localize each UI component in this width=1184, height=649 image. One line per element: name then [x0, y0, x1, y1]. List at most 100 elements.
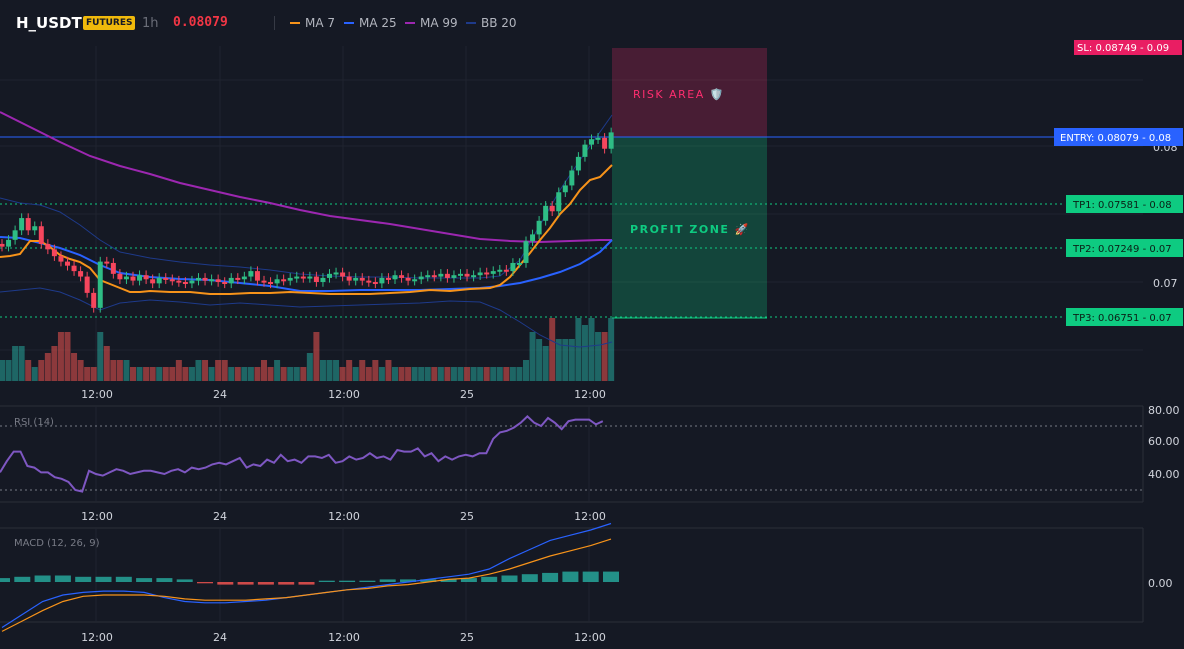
candle-body — [248, 271, 254, 277]
time-axis-label: 12:00 — [81, 510, 113, 523]
volume-bar — [188, 367, 195, 381]
legend-bb20-swatch — [466, 22, 476, 24]
time-axis-label: 12:00 — [328, 388, 360, 401]
volume-bar — [333, 360, 340, 381]
candle-body — [182, 282, 188, 284]
candle-body — [12, 230, 18, 240]
volume-bar — [44, 353, 51, 381]
volume-bar — [601, 332, 608, 381]
volume-bar — [405, 367, 412, 381]
candle-body — [300, 276, 306, 279]
volume-bar — [536, 339, 543, 381]
candle-body — [510, 262, 516, 272]
legend-bb20[interactable]: BB 20 — [466, 16, 517, 30]
volume-bar — [483, 367, 490, 381]
candle-body — [110, 262, 116, 274]
legend-ma99[interactable]: MA 99 — [405, 16, 458, 30]
macd-histogram-bar — [136, 578, 153, 582]
candle-body — [490, 271, 496, 274]
time-axis-label: 12:00 — [81, 631, 113, 644]
volume-bar — [5, 360, 12, 381]
interval-label[interactable]: 1h — [142, 16, 159, 31]
volume-bar — [464, 367, 471, 381]
candle-body — [379, 277, 385, 284]
candle-body — [556, 192, 562, 212]
macd-histogram-bar — [156, 578, 173, 582]
candles[interactable] — [0, 127, 614, 313]
candle-body — [176, 280, 182, 283]
candle-body — [340, 272, 346, 277]
volume-bar — [287, 367, 294, 381]
candle-body — [516, 262, 522, 265]
volume-bar — [182, 367, 189, 381]
volume-bar — [156, 367, 163, 381]
volume-bar — [97, 332, 104, 381]
volume-bar — [581, 325, 588, 381]
candle-body — [45, 243, 51, 250]
macd-histogram-bar — [379, 579, 396, 582]
volume-bar — [509, 367, 516, 381]
legend-ma25[interactable]: MA 25 — [344, 16, 397, 30]
volume-bar — [542, 346, 549, 381]
volume-bar — [424, 367, 431, 381]
volume-bar — [365, 367, 372, 381]
candle-body — [327, 273, 332, 278]
time-axis-label: 24 — [213, 388, 227, 401]
volume-bar — [143, 367, 150, 381]
volume-bar — [90, 367, 97, 381]
candle-body — [143, 275, 149, 280]
legend-ma25-swatch — [344, 22, 354, 24]
candle-body — [287, 277, 293, 281]
volume-bar — [18, 346, 25, 381]
volume-bar — [549, 318, 556, 381]
candle-body — [523, 241, 529, 263]
rsi-axis-label: 60.00 — [1148, 435, 1180, 448]
volume-bar — [608, 318, 615, 381]
macd-histogram-bar — [14, 576, 31, 582]
volume-bar — [339, 367, 346, 381]
volume-bar — [437, 367, 444, 381]
candle-body — [451, 275, 457, 278]
macd-histogram-bar — [339, 580, 356, 582]
macd-axis-label: 0.00 — [1148, 577, 1173, 590]
candle-body — [536, 220, 542, 235]
tp1-tag[interactable]: TP1: 0.07581 - 0.08 — [1066, 195, 1183, 213]
volume-bar — [457, 367, 464, 381]
macd-histogram-bar — [237, 582, 254, 585]
macd-histogram-bar — [278, 582, 295, 585]
volume-bar — [116, 360, 123, 381]
legend-ma99-swatch — [405, 22, 415, 24]
main-grid — [0, 46, 1143, 381]
symbol-label[interactable]: H_USDT — [16, 14, 82, 32]
entry-tag-bg — [1054, 128, 1183, 146]
candle-body — [196, 277, 201, 281]
candle-body — [431, 275, 437, 278]
time-axis-label: 24 — [213, 631, 227, 644]
legend-ma7[interactable]: MA 7 — [290, 16, 335, 30]
volume-bar — [392, 367, 398, 381]
volume-bar — [162, 367, 169, 381]
candle-body — [150, 279, 156, 284]
macd-histogram-bar — [257, 582, 274, 585]
volume-bar — [208, 367, 215, 381]
candle-body — [569, 170, 575, 186]
rsi-axis-label: 40.00 — [1148, 468, 1180, 481]
time-axis-label: 12:00 — [574, 388, 606, 401]
volume-bar — [254, 367, 261, 381]
volume-bar — [450, 367, 457, 381]
volume-bar — [562, 339, 569, 381]
macd-histogram-bar — [115, 576, 132, 582]
sl-tag[interactable]: SL: 0.08749 - 0.09 — [1074, 40, 1182, 55]
tp3-tag[interactable]: TP3: 0.06751 - 0.07 — [1066, 308, 1183, 326]
candle-body — [117, 273, 123, 280]
last-price: 0.08079 — [173, 15, 228, 30]
candle-body — [313, 276, 319, 282]
entry-tag[interactable]: ENTRY: 0.08079 - 0.08 — [1054, 128, 1183, 146]
time-axis-label: 12:00 — [328, 510, 360, 523]
candle-body — [241, 276, 247, 280]
volume-bar — [77, 360, 84, 381]
candle-body — [58, 256, 64, 262]
candle-body — [169, 279, 175, 282]
tp2-tag[interactable]: TP2: 0.07249 - 0.07 — [1066, 239, 1183, 257]
